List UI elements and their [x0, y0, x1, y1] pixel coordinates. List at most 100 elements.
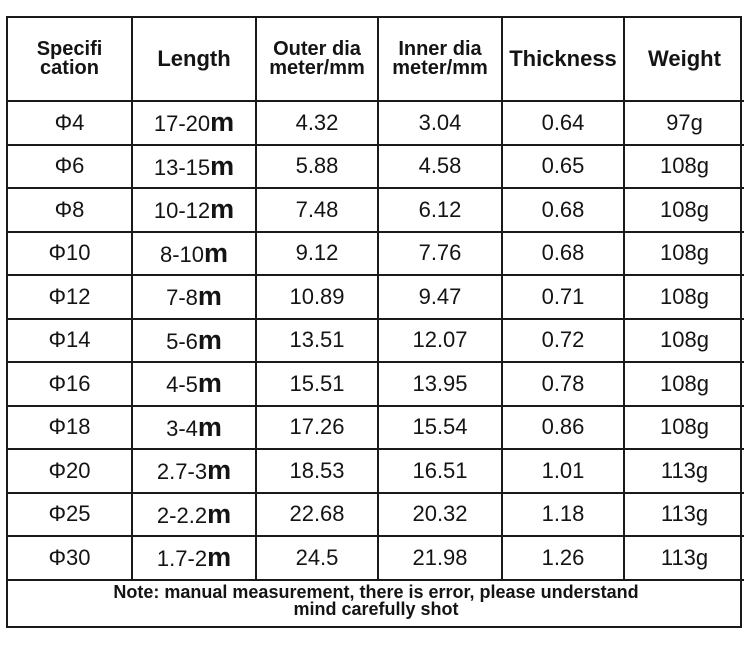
table-row: Φ16 4-5m 15.51 13.95 0.78 108g — [8, 361, 744, 407]
header-weight: Weight — [623, 18, 744, 102]
weight-cell: 113g — [623, 535, 744, 581]
length-value: 10-12 — [153, 198, 211, 224]
table-row: Φ12 7-8m 10.89 9.47 0.71 108g — [8, 274, 744, 320]
length-value: 17-20 — [153, 111, 211, 137]
outer-diameter-cell: 4.32 — [255, 100, 379, 146]
outer-diameter-cell: 18.53 — [255, 448, 379, 494]
outer-diameter-cell: 22.68 — [255, 491, 379, 537]
header-inner-line2: meter/mm — [392, 57, 488, 79]
weight-cell: 113g — [623, 491, 744, 537]
length-unit: m — [204, 237, 229, 268]
header-thickness: Thickness — [501, 18, 625, 102]
weight-cell: 108g — [623, 404, 744, 450]
note-line2: mind carefully shot — [293, 598, 459, 619]
inner-diameter-cell: 4.58 — [377, 143, 503, 189]
header-length: Length — [131, 18, 257, 102]
length-value: 2-2.2 — [156, 502, 208, 528]
length-unit: m — [210, 194, 235, 225]
header-spec-line2: cation — [40, 57, 99, 79]
inner-diameter-cell: 6.12 — [377, 187, 503, 233]
length-unit: m — [197, 281, 222, 312]
note-cell: Note: manual measurement, there is error… — [8, 578, 744, 621]
header-outer-diameter: Outer dia meter/mm — [255, 18, 379, 102]
spec-cell: Φ16 — [8, 361, 133, 407]
outer-diameter-cell: 7.48 — [255, 187, 379, 233]
thickness-cell: 0.64 — [501, 100, 625, 146]
length-unit: m — [210, 107, 235, 138]
header-inner-line1: Inner dia — [398, 38, 482, 60]
table-row: Φ18 3-4m 17.26 15.54 0.86 108g — [8, 404, 744, 450]
length-cell: 17-20m — [131, 100, 257, 146]
inner-diameter-cell: 12.07 — [377, 317, 503, 363]
table-row: Φ20 2.7-3m 18.53 16.51 1.01 113g — [8, 448, 744, 494]
spec-cell: Φ25 — [8, 491, 133, 537]
weight-cell: 108g — [623, 187, 744, 233]
inner-diameter-cell: 20.32 — [377, 491, 503, 537]
header-inner-diameter: Inner dia meter/mm — [377, 18, 503, 102]
inner-diameter-cell: 16.51 — [377, 448, 503, 494]
header-spec-line1: Specifi — [36, 38, 103, 60]
length-unit: m — [207, 542, 232, 573]
spec-cell: Φ6 — [8, 143, 133, 189]
length-unit: m — [197, 411, 222, 442]
weight-cell: 108g — [623, 361, 744, 407]
thickness-cell: 0.71 — [501, 274, 625, 320]
table-row: Φ25 2-2.2m 22.68 20.32 1.18 113g — [8, 491, 744, 537]
weight-cell: 108g — [623, 230, 744, 276]
length-value: 7-8 — [166, 285, 198, 311]
length-unit: m — [210, 150, 235, 181]
length-value: 3-4 — [166, 415, 198, 441]
outer-diameter-cell: 15.51 — [255, 361, 379, 407]
spec-cell: Φ12 — [8, 274, 133, 320]
length-cell: 1.7-2m — [131, 535, 257, 581]
length-value: 1.7-2 — [156, 546, 208, 572]
thickness-cell: 1.26 — [501, 535, 625, 581]
length-cell: 7-8m — [131, 274, 257, 320]
weight-cell: 108g — [623, 317, 744, 363]
weight-cell: 108g — [623, 274, 744, 320]
header-row: Specifi cation Length Outer dia meter/mm… — [8, 18, 744, 102]
inner-diameter-cell: 3.04 — [377, 100, 503, 146]
spec-cell: Φ18 — [8, 404, 133, 450]
length-cell: 2-2.2m — [131, 491, 257, 537]
length-unit: m — [197, 368, 222, 399]
table-row: Φ14 5-6m 13.51 12.07 0.72 108g — [8, 317, 744, 363]
thickness-cell: 1.01 — [501, 448, 625, 494]
outer-diameter-cell: 9.12 — [255, 230, 379, 276]
spec-cell: Φ4 — [8, 100, 133, 146]
outer-diameter-cell: 10.89 — [255, 274, 379, 320]
length-cell: 4-5m — [131, 361, 257, 407]
inner-diameter-cell: 15.54 — [377, 404, 503, 450]
thickness-cell: 0.78 — [501, 361, 625, 407]
spec-cell: Φ8 — [8, 187, 133, 233]
thickness-cell: 1.18 — [501, 491, 625, 537]
table-row: Φ4 17-20m 4.32 3.04 0.64 97g — [8, 100, 744, 146]
thickness-cell: 0.68 — [501, 187, 625, 233]
spec-cell: Φ20 — [8, 448, 133, 494]
spec-cell: Φ10 — [8, 230, 133, 276]
table-row: Φ30 1.7-2m 24.5 21.98 1.26 113g — [8, 535, 744, 581]
length-value: 5-6 — [166, 328, 198, 354]
table-row: Φ10 8-10m 9.12 7.76 0.68 108g — [8, 230, 744, 276]
length-value: 13-15 — [153, 154, 211, 180]
specification-table: Specifi cation Length Outer dia meter/mm… — [8, 18, 744, 621]
length-value: 8-10 — [159, 241, 205, 267]
header-outer-line2: meter/mm — [269, 57, 365, 79]
length-unit: m — [207, 455, 232, 486]
length-cell: 10-12m — [131, 187, 257, 233]
thickness-cell: 0.86 — [501, 404, 625, 450]
length-unit: m — [197, 324, 222, 355]
thickness-cell: 0.68 — [501, 230, 625, 276]
length-cell: 2.7-3m — [131, 448, 257, 494]
table-row: Φ8 10-12m 7.48 6.12 0.68 108g — [8, 187, 744, 233]
note-row: Note: manual measurement, there is error… — [8, 578, 744, 621]
inner-diameter-cell: 9.47 — [377, 274, 503, 320]
inner-diameter-cell: 13.95 — [377, 361, 503, 407]
inner-diameter-cell: 21.98 — [377, 535, 503, 581]
weight-cell: 108g — [623, 143, 744, 189]
weight-cell: 97g — [623, 100, 744, 146]
length-value: 2.7-3 — [156, 459, 208, 485]
outer-diameter-cell: 5.88 — [255, 143, 379, 189]
length-cell: 8-10m — [131, 230, 257, 276]
weight-cell: 113g — [623, 448, 744, 494]
